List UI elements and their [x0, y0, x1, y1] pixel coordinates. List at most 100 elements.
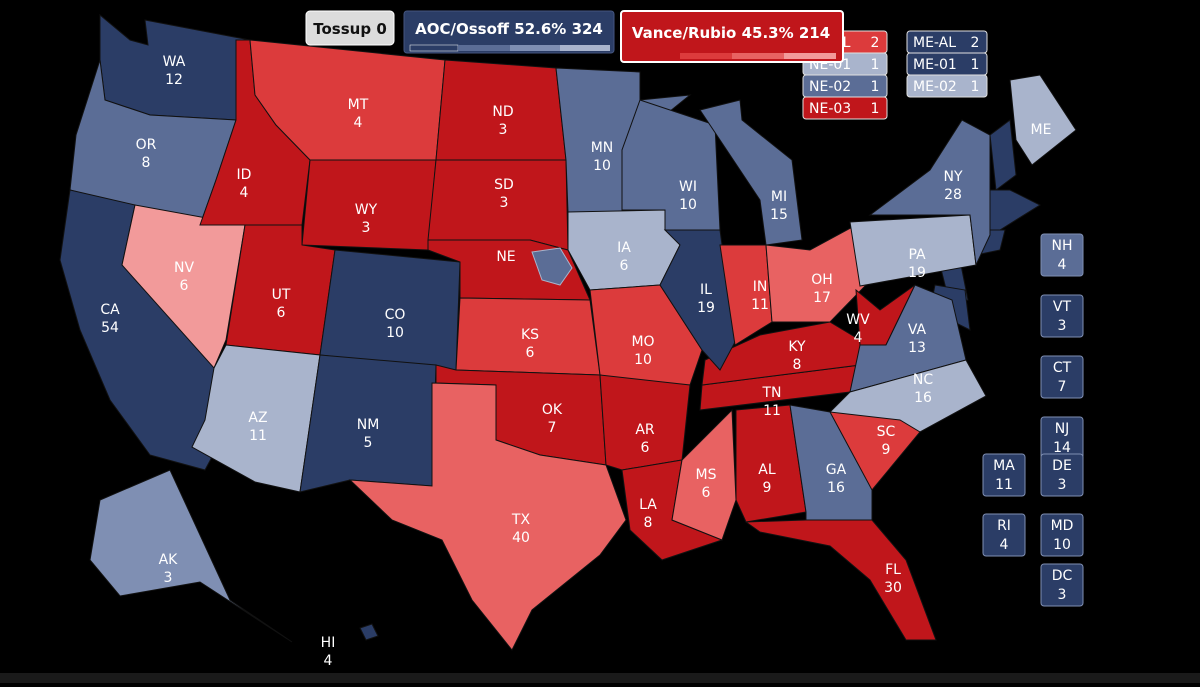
state-abbr: ND [492, 104, 513, 120]
state-ev: 6 [641, 440, 650, 456]
state-abbr: IN [753, 279, 768, 295]
state-ev: 6 [526, 345, 535, 361]
state-box [1040, 233, 1084, 277]
district-name: NE-03 [809, 101, 851, 117]
state-ev: 5 [364, 435, 373, 451]
state-ev: 40 [512, 530, 530, 546]
state-abbr: WV [846, 312, 870, 328]
tossup-ev: 0 [376, 20, 386, 38]
state-shape [348, 382, 627, 651]
box-ev: 3 [1058, 587, 1067, 603]
state-shape [868, 119, 991, 267]
box-abbr: MA [993, 458, 1015, 474]
state-ev: 3 [164, 570, 173, 586]
state-box [982, 513, 1026, 557]
box-ev: 3 [1058, 318, 1067, 334]
state-ev: 13 [908, 340, 926, 356]
state-abbr: UT [272, 287, 291, 303]
box-abbr: NJ [1055, 421, 1070, 437]
header: Tossup 0 AOC/Ossoff 52.6% 324 [305, 10, 615, 54]
state-abbr: WI [679, 179, 697, 195]
box-abbr: VT [1053, 299, 1072, 315]
state-shape [621, 99, 721, 231]
states [59, 13, 1077, 651]
state-ev: 11 [249, 428, 267, 444]
state-ev: 6 [702, 485, 711, 501]
rep-bar [784, 53, 836, 59]
dem-bar [560, 45, 610, 51]
state-abbr: TX [511, 512, 531, 528]
state-abbr: GA [826, 462, 847, 478]
state-box [1040, 294, 1084, 338]
state-ev: 30 [884, 580, 902, 596]
state-ev: 4 [240, 185, 249, 201]
district-name: ME-02 [913, 79, 957, 95]
state-abbr: NE [496, 249, 515, 265]
state-ev: 6 [620, 258, 629, 274]
state-ev: 3 [499, 122, 508, 138]
state-abbr: LA [639, 497, 657, 513]
district-name: NE-02 [809, 79, 851, 95]
state-shape [744, 519, 937, 641]
state-ev: 6 [180, 278, 189, 294]
dem-box [403, 10, 615, 54]
district-ev: 1 [871, 79, 880, 95]
state-abbr: VA [908, 322, 927, 338]
rep-bar [628, 53, 680, 59]
district-ev: 1 [871, 101, 880, 117]
state-abbr: KS [521, 327, 539, 343]
rep-bar [680, 53, 732, 59]
small-state-boxes: NH 4 VT 3 CT 7 NJ 14 MA 11 DE 3 RI 4 MD 10 DC 3 [982, 233, 1084, 607]
state-ev: 19 [697, 300, 715, 316]
state-shape [735, 404, 807, 523]
state-shape [427, 159, 569, 251]
box-abbr: DE [1052, 458, 1072, 474]
state-ev: 8 [142, 155, 151, 171]
state-abbr: IL [700, 282, 712, 298]
box-ev: 11 [995, 477, 1013, 493]
rep-name: Vance/Rubio [632, 24, 737, 42]
state-abbr: ME [1031, 122, 1052, 138]
dem-name: AOC/Ossoff [415, 20, 510, 38]
box-abbr: NH [1052, 238, 1073, 254]
state-abbr: IA [617, 240, 631, 256]
state-abbr: MI [771, 189, 787, 205]
rep-bar [732, 53, 784, 59]
state-ev: 8 [793, 357, 802, 373]
district-ev: 2 [871, 35, 880, 51]
state-abbr: MO [631, 334, 654, 350]
box-ev: 14 [1053, 440, 1071, 456]
state-abbr: PA [908, 247, 926, 263]
state-ev: 7 [548, 420, 557, 436]
state-ev: 54 [101, 320, 119, 336]
box-ev: 10 [1053, 537, 1071, 553]
state-ev: 11 [751, 297, 769, 313]
box-ev: 4 [1000, 537, 1009, 553]
rep-box [620, 10, 844, 63]
state-box [1040, 563, 1084, 607]
state-abbr: NC [913, 372, 933, 388]
rep-ev: 214 [799, 24, 830, 42]
state-shape [699, 99, 803, 246]
state-box [982, 453, 1026, 497]
state-ev: 3 [362, 220, 371, 236]
state-abbr: KY [788, 339, 806, 355]
state-abbr: ID [237, 167, 252, 183]
state-abbr: AK [159, 552, 179, 568]
state-ev: 4 [354, 115, 363, 131]
state-ev: 8 [644, 515, 653, 531]
state-abbr: MT [348, 97, 369, 113]
box-ev: 3 [1058, 477, 1067, 493]
box-abbr: RI [997, 518, 1011, 534]
state-abbr: OR [136, 137, 157, 153]
dem-bar [409, 44, 459, 52]
state-ev: 11 [763, 403, 781, 419]
state-outline [989, 119, 1017, 191]
state-ev: 9 [882, 442, 891, 458]
dem-pct: 52.6% [514, 20, 566, 38]
rep-text: Vance/Rubio 45.3% 214 [632, 24, 830, 42]
state-abbr: CA [100, 302, 120, 318]
state-ev: 16 [827, 480, 845, 496]
